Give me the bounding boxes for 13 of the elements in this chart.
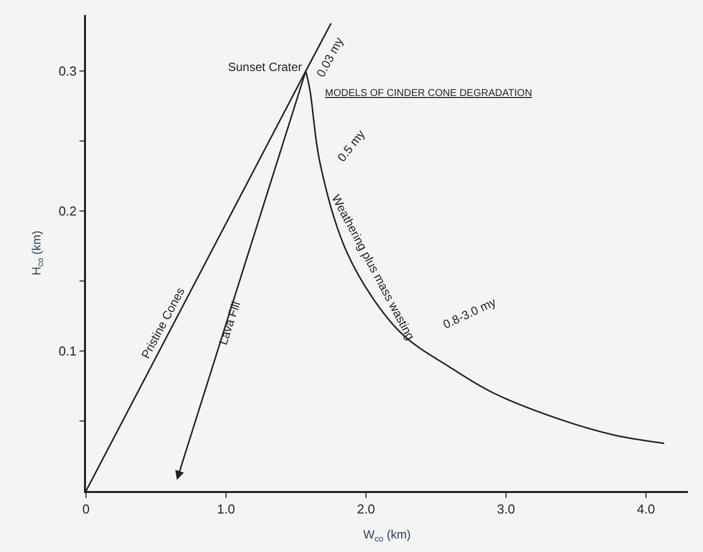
y-tick-label: 0.2	[58, 204, 77, 219]
annotation: Sunset Crater	[228, 60, 302, 74]
y-tick-label: 0.3	[58, 64, 77, 79]
x-axis-title: W$_{co}$ (km)	[363, 528, 411, 544]
x-tick-label: 3.0	[496, 501, 516, 516]
annotation: 0.03 my	[314, 35, 346, 80]
x-tick-label: 0	[82, 501, 90, 516]
annotation: 0.5 my	[334, 127, 368, 164]
x-tick-label: 1.0	[216, 501, 236, 516]
y-tick-label: 0.1	[58, 344, 77, 359]
x-tick-label: 2.0	[356, 501, 376, 516]
x-tick-label: 4.0	[636, 501, 656, 516]
text: MODELS OF CINDER CONE DEGRADATION	[325, 88, 532, 99]
